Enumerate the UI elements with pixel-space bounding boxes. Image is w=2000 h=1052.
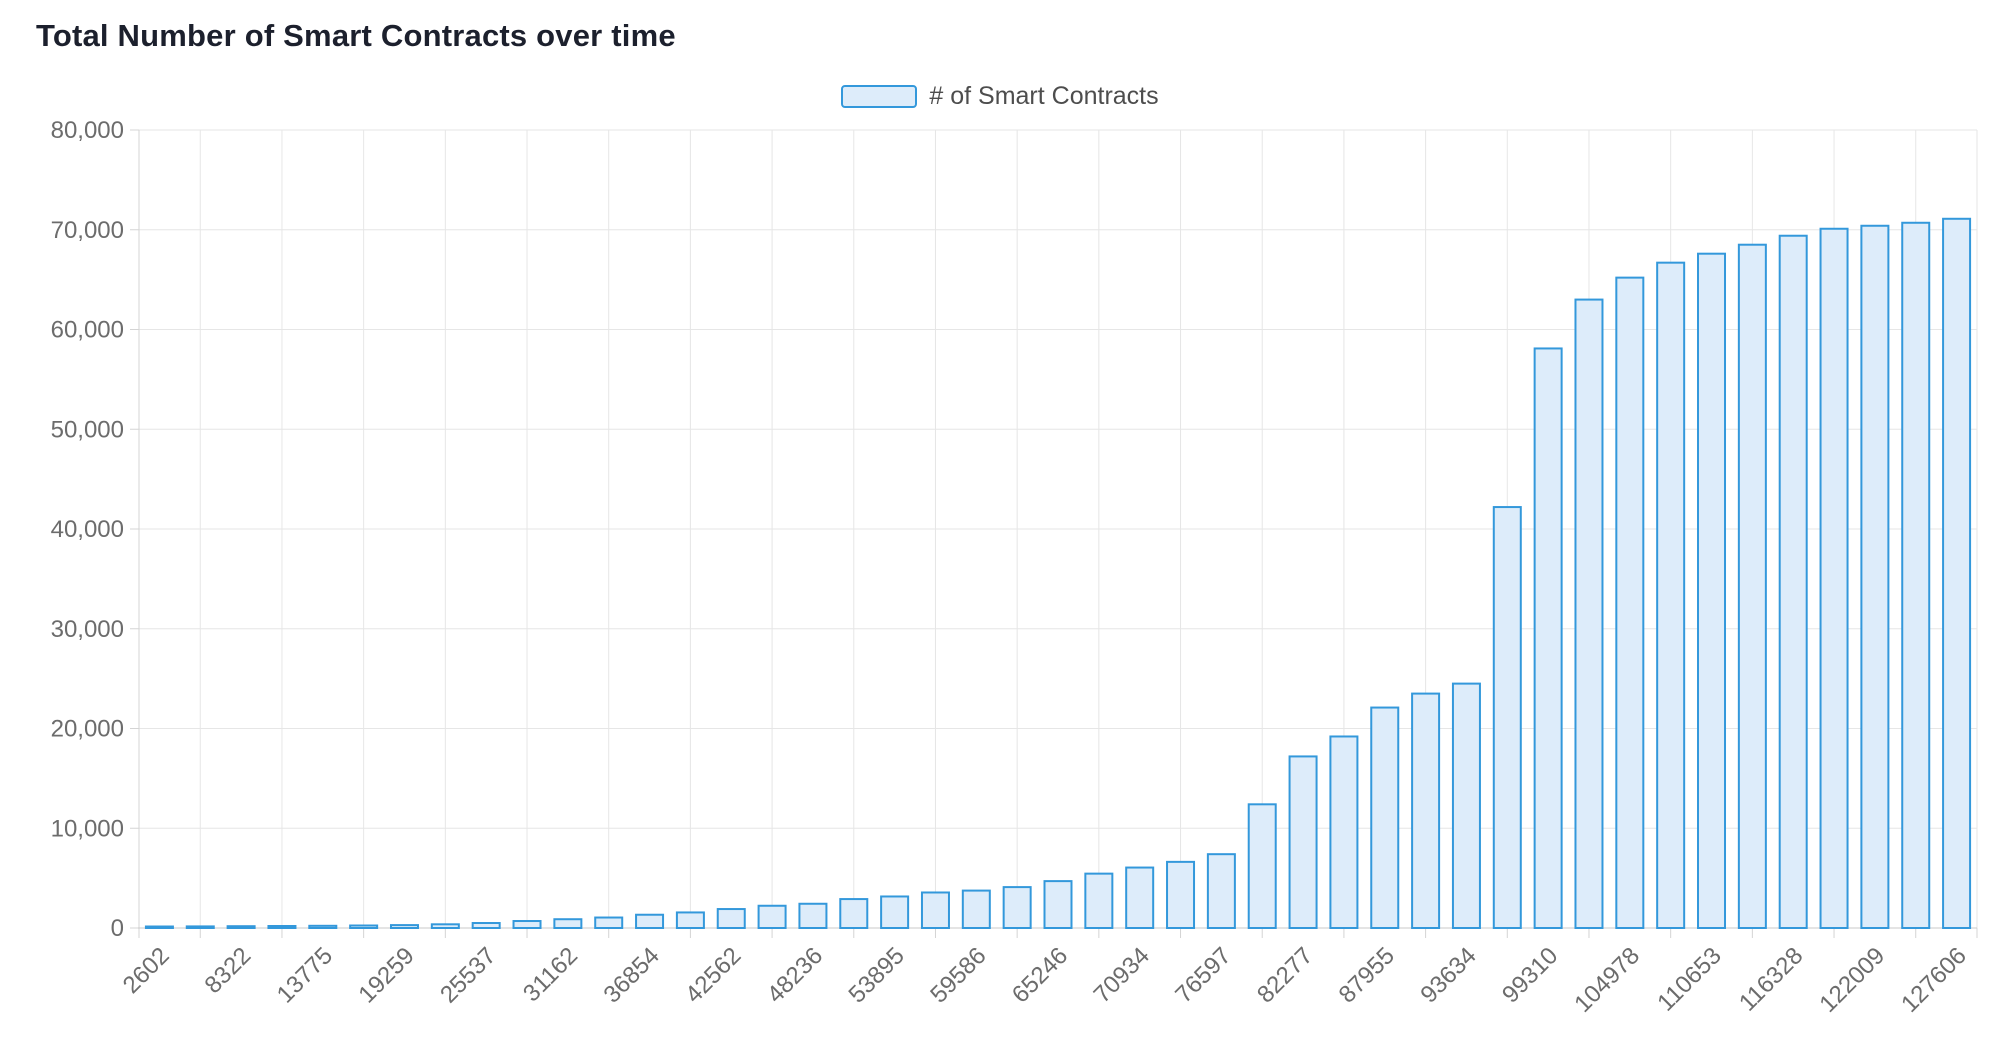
bar[interactable] bbox=[267, 925, 297, 930]
chart-title: Total Number of Smart Contracts over tim… bbox=[36, 18, 676, 53]
bar[interactable] bbox=[675, 911, 705, 930]
x-axis-label: 76597 bbox=[1170, 942, 1236, 1008]
bar[interactable] bbox=[1656, 261, 1686, 930]
x-axis-label: 19259 bbox=[353, 942, 419, 1008]
bar[interactable] bbox=[880, 895, 910, 930]
x-axis-label: 70934 bbox=[1089, 942, 1155, 1008]
bar[interactable] bbox=[757, 904, 787, 929]
bar[interactable] bbox=[1819, 227, 1849, 929]
bar[interactable] bbox=[1860, 224, 1890, 929]
bar[interactable] bbox=[1043, 880, 1073, 929]
bar[interactable] bbox=[512, 920, 542, 930]
x-axis-label: 36854 bbox=[599, 942, 665, 1008]
x-axis-label: 8322 bbox=[200, 942, 257, 999]
bar[interactable] bbox=[144, 925, 174, 929]
bar[interactable] bbox=[430, 923, 460, 930]
bar[interactable] bbox=[798, 902, 828, 929]
bar[interactable] bbox=[1411, 692, 1441, 930]
bar[interactable] bbox=[1002, 886, 1032, 929]
bar[interactable] bbox=[839, 898, 869, 930]
x-axis-label: 82277 bbox=[1252, 942, 1318, 1008]
bar[interactable] bbox=[308, 924, 338, 929]
bar[interactable] bbox=[1697, 252, 1727, 929]
bar[interactable] bbox=[1084, 872, 1114, 929]
bar[interactable] bbox=[471, 922, 501, 930]
y-axis-label: 80,000 bbox=[51, 117, 124, 144]
x-axis-label: 42562 bbox=[680, 942, 746, 1008]
x-axis-label: 116328 bbox=[1734, 942, 1808, 1016]
y-axis-label: 10,000 bbox=[51, 815, 124, 842]
x-axis-label: 48236 bbox=[762, 942, 828, 1008]
y-axis-label: 20,000 bbox=[51, 716, 124, 743]
bar[interactable] bbox=[1778, 234, 1808, 930]
y-axis-label: 60,000 bbox=[51, 317, 124, 344]
bar[interactable] bbox=[185, 925, 215, 929]
x-axis-label: 65246 bbox=[1007, 942, 1073, 1008]
bar[interactable] bbox=[635, 913, 665, 930]
bar[interactable] bbox=[1288, 755, 1318, 929]
bar[interactable] bbox=[961, 889, 991, 929]
bar[interactable] bbox=[1329, 735, 1359, 929]
bar[interactable] bbox=[1574, 298, 1604, 929]
x-axis-label: 31162 bbox=[518, 942, 583, 1007]
bar[interactable] bbox=[389, 924, 419, 929]
bar[interactable] bbox=[1451, 682, 1481, 929]
bar[interactable] bbox=[1737, 243, 1767, 929]
bar[interactable] bbox=[920, 891, 950, 930]
bar[interactable] bbox=[1615, 276, 1645, 929]
x-axis-label: 53895 bbox=[844, 942, 910, 1008]
bar[interactable] bbox=[553, 918, 583, 929]
x-axis-label: 93634 bbox=[1415, 942, 1481, 1008]
bar[interactable] bbox=[594, 916, 624, 929]
bar[interactable] bbox=[349, 924, 379, 929]
x-axis-label: 104978 bbox=[1569, 942, 1645, 1018]
x-axis-label: 25537 bbox=[435, 942, 501, 1008]
legend-swatch-icon bbox=[841, 84, 918, 108]
bar[interactable] bbox=[1370, 706, 1400, 929]
bar[interactable] bbox=[1942, 217, 1972, 929]
x-axis-label: 87955 bbox=[1334, 942, 1400, 1008]
legend-item[interactable]: # of Smart Contracts bbox=[0, 82, 2000, 110]
bar[interactable] bbox=[1166, 860, 1196, 929]
x-axis-label: 2602 bbox=[118, 942, 175, 999]
legend-label: # of Smart Contracts bbox=[929, 81, 1159, 110]
x-axis-label: 110653 bbox=[1652, 942, 1726, 1016]
bar[interactable] bbox=[1901, 221, 1931, 929]
bar[interactable] bbox=[1125, 866, 1155, 930]
y-axis-label: 50,000 bbox=[51, 416, 124, 443]
y-axis-label: 30,000 bbox=[51, 616, 124, 643]
bar[interactable] bbox=[1533, 347, 1563, 929]
bar[interactable] bbox=[226, 925, 256, 930]
x-axis-label: 122009 bbox=[1814, 942, 1890, 1018]
bar[interactable] bbox=[716, 908, 746, 929]
x-axis-label: 127606 bbox=[1896, 942, 1972, 1018]
x-axis-label: 59586 bbox=[925, 942, 991, 1008]
y-axis-label: 0 bbox=[111, 915, 124, 942]
x-axis-label: 13775 bbox=[272, 942, 338, 1008]
bar[interactable] bbox=[1247, 803, 1277, 929]
bar[interactable] bbox=[1492, 506, 1522, 929]
x-axis-label: 99310 bbox=[1497, 942, 1563, 1008]
y-axis-label: 70,000 bbox=[51, 217, 124, 244]
y-axis-label: 40,000 bbox=[51, 516, 124, 543]
bar[interactable] bbox=[1206, 853, 1236, 929]
